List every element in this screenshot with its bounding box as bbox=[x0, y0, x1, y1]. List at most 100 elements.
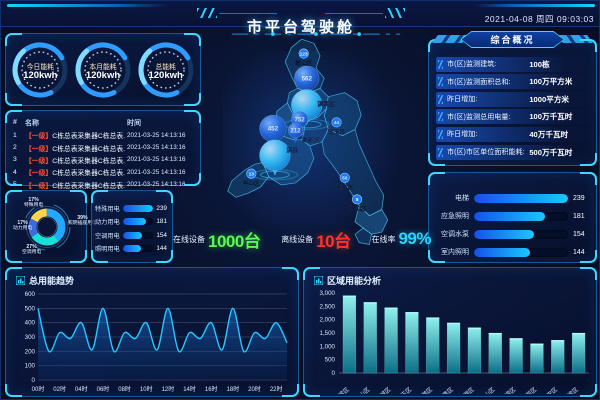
gauge-ring-icon bbox=[75, 42, 131, 97]
alarm-row[interactable]: 2 【一级】C栋总表采集器C栋总表... 2021-03-25 14:13:16 bbox=[13, 141, 193, 153]
bar-row[interactable]: 电梯 239 bbox=[433, 193, 586, 203]
bar-rect[interactable] bbox=[426, 317, 440, 374]
map-badge-value: 50 bbox=[342, 176, 348, 182]
bar-rect[interactable] bbox=[363, 302, 377, 374]
map-bubble[interactable] bbox=[259, 139, 291, 176]
offline-devices-value: 10台 bbox=[316, 231, 351, 251]
bar-rect[interactable] bbox=[551, 340, 565, 374]
bar-rect[interactable] bbox=[488, 332, 502, 374]
map-badge[interactable]: 8 湘江区 bbox=[348, 194, 366, 213]
bar-rect[interactable] bbox=[509, 338, 523, 374]
bar-fill bbox=[474, 247, 531, 257]
energy-trend-title: 总用能趋势 bbox=[29, 276, 75, 286]
map-badge-value: 13 bbox=[249, 172, 255, 178]
map-badge[interactable]: 44 宝玉区 bbox=[328, 117, 346, 136]
energy-donut-container: 17% 特殊用电 17% 动力用电 27% 空调用电 39% 照明插座用电 bbox=[5, 191, 97, 263]
svg-text:凤凰区: 凤凰区 bbox=[437, 386, 455, 394]
donut-label: 39% 照明插座用电 bbox=[68, 215, 97, 227]
bar-value: 154 bbox=[573, 230, 585, 238]
line-area bbox=[38, 308, 287, 380]
alarm-name: 【一级】C栋总表采集器C栋总表... bbox=[25, 182, 125, 190]
online-devices-value: 1000台 bbox=[208, 231, 261, 251]
alarm-level-badge: 【一级】 bbox=[25, 157, 53, 165]
donut-segment bbox=[28, 208, 66, 246]
bar-rect[interactable] bbox=[467, 327, 482, 374]
gauge-ring-icon bbox=[12, 42, 68, 97]
region-energy-title: 区域用能分析 bbox=[327, 276, 382, 286]
alarm-row[interactable]: 4 【一级】C栋总表采集器C栋总表... 2021-03-25 14:13:16 bbox=[13, 166, 193, 178]
overview-rows: 市(区)监测建筑: 100栋 市(区)监测面积总和: 100万平方米 昨日增加: 1000… bbox=[436, 54, 589, 160]
donut-label-pct: 27% bbox=[26, 244, 37, 250]
bar-row[interactable]: 动力用电 181 bbox=[95, 217, 167, 226]
map-bubble-value: 562 bbox=[302, 75, 313, 82]
svg-text:山城区: 山城区 bbox=[374, 385, 393, 394]
bar-fill bbox=[474, 229, 535, 239]
bar-value: 239 bbox=[573, 194, 585, 202]
bar-track bbox=[122, 231, 154, 239]
map-badge[interactable]: 123 鹤山区 bbox=[295, 48, 313, 67]
bar-series[interactable] bbox=[342, 295, 586, 374]
energy-type-bars: 特殊用电 239 动力用电 181 空调用电 154 照明用电 144 bbox=[91, 191, 173, 263]
alarm-level-badge: 【一级】 bbox=[25, 145, 53, 153]
map-bubble-value: 452 bbox=[268, 126, 279, 133]
city-map[interactable]: 562 752 212 452 123 鹤山区 44 宝玉区 13平山区 50新文区8 湘江区 淇滨区… bbox=[213, 31, 419, 263]
bar-rect[interactable] bbox=[405, 312, 419, 374]
bar-value: 144 bbox=[573, 248, 585, 256]
bar-row[interactable]: 照明用电 144 bbox=[95, 244, 167, 253]
bar-rect[interactable] bbox=[446, 322, 461, 374]
bar-row[interactable]: 空调水泵 154 bbox=[433, 229, 586, 239]
map-markers[interactable]: 562 752 212 452 123 鹤山区 44 宝玉区 13平山区 50新文区8 湘江区 淇滨区… bbox=[243, 48, 366, 213]
gauge-2: 总能耗 120kwh bbox=[136, 38, 196, 102]
alarm-name: 【一级】C栋总表采集器C栋总表... bbox=[25, 157, 125, 165]
map-top-decoration bbox=[231, 32, 401, 36]
energy-gauges-panel: 今日能耗 120kwh 本月能耗 120kwh 总能耗 120kwh bbox=[5, 33, 201, 106]
svg-text:宝玉区: 宝玉区 bbox=[395, 385, 414, 394]
energy-trend-panel: 总用能趋势 0 100 200 300 400 500 600 00时 02时 04时 06时 08时… bbox=[5, 267, 299, 397]
alarm-name: 【一级】C栋总表采集器C栋总表... bbox=[25, 170, 125, 178]
bar-row[interactable]: 应急照明 181 bbox=[433, 211, 586, 221]
bar-label: 室内照明 bbox=[441, 249, 469, 256]
donut-label: 17% 动力用电 bbox=[13, 220, 33, 232]
svg-text:平安区: 平安区 bbox=[541, 385, 560, 394]
alarm-row[interactable]: 1 【一级】C栋总表采集器C栋总表... 2021-03-25 14:13:16 bbox=[13, 129, 193, 141]
alarm-row[interactable]: 5 【一级】C栋总表采集器C栋总表... 2021-03-25 14:13:16 bbox=[13, 179, 193, 191]
bar-rect[interactable] bbox=[571, 332, 586, 374]
online-rate-label: 在线率 bbox=[371, 234, 396, 244]
bar-label: 空调用电 bbox=[95, 232, 120, 240]
bar-x-axis: 淇滨区鹤山区山城区宝玉区天鹅区凤凰区长湖区横山区沙湾区美丽区平安区湖滨区 bbox=[332, 385, 580, 394]
map-district-label: 淇县 bbox=[286, 146, 298, 154]
donut-label-pct: 17% bbox=[17, 220, 28, 226]
header: 市平台驾驶舱 2021-04-08 周四 09:03:03 bbox=[1, 1, 599, 36]
overview-row-label: 市(区)市区单位面积能耗: bbox=[447, 148, 525, 157]
bar-track bbox=[474, 193, 568, 203]
bar-rect[interactable] bbox=[384, 307, 398, 374]
svg-text:200: 200 bbox=[25, 348, 36, 355]
bar-rect[interactable] bbox=[342, 295, 357, 374]
map-badge[interactable]: 50新文区 bbox=[336, 172, 354, 191]
bar-row[interactable]: 特殊用电 239 bbox=[95, 204, 167, 213]
svg-text:500: 500 bbox=[325, 357, 336, 364]
alarm-row[interactable]: 3 【一级】C栋总表采集器C栋总表... 2021-03-25 14:13:16 bbox=[13, 154, 193, 166]
map-badge-value: 123 bbox=[300, 51, 308, 57]
map-district-label: 宝玉区 bbox=[328, 128, 345, 136]
alarm-table: # 名称 时间 1 【一级】C栋总表采集器C栋总表... 2021-03-25 14… bbox=[5, 111, 201, 190]
alarm-col-index: # bbox=[13, 119, 17, 126]
overview-row: 昨日增加: 40万千瓦时 bbox=[436, 126, 589, 142]
svg-text:00时: 00时 bbox=[32, 385, 45, 393]
map-bubble[interactable]: 212 bbox=[287, 123, 303, 143]
svg-text:3,000: 3,000 bbox=[320, 290, 336, 297]
map-badge[interactable]: 13平山区 bbox=[243, 168, 260, 187]
bar-track bbox=[122, 245, 154, 252]
bar-label: 应急照明 bbox=[441, 213, 469, 220]
bar-label: 空调水泵 bbox=[441, 231, 469, 238]
bar-rect[interactable] bbox=[530, 343, 544, 374]
bar-label: 电梯 bbox=[455, 195, 469, 202]
bar-row[interactable]: 空调用电 154 bbox=[95, 231, 167, 240]
bar-row[interactable]: 室内照明 144 bbox=[433, 247, 586, 257]
overview-row-label: 市(区)监测总用电量: bbox=[447, 112, 511, 121]
alarm-time: 2021-03-25 14:13:16 bbox=[127, 156, 186, 164]
svg-text:300: 300 bbox=[25, 334, 36, 341]
overview-banner: 综合概况 bbox=[460, 31, 565, 48]
svg-text:1,000: 1,000 bbox=[320, 343, 336, 350]
bar-track bbox=[474, 247, 568, 257]
